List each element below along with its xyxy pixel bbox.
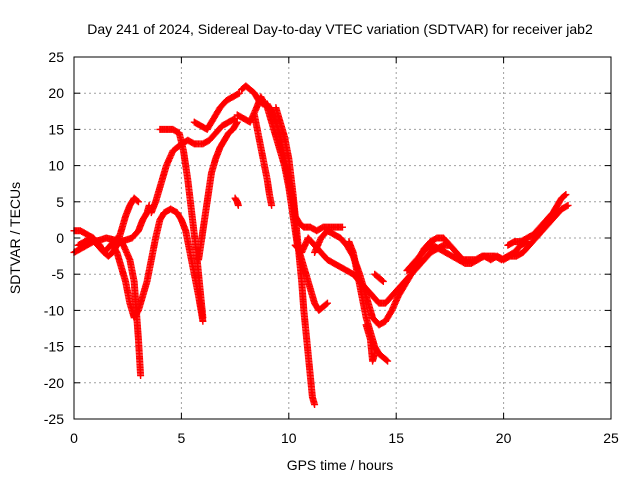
series-arc-13	[272, 104, 319, 409]
plus-marker	[383, 356, 391, 364]
data-points	[70, 82, 572, 409]
plus-marker	[371, 350, 379, 358]
x-tick-labels: 0 5 10 15 20 25	[70, 430, 619, 446]
plus-marker	[234, 90, 242, 98]
plus-marker	[234, 201, 242, 209]
plus-marker	[384, 357, 392, 365]
plus-marker	[378, 277, 386, 285]
y-tick-label: 20	[48, 85, 64, 101]
x-tick-label: 0	[70, 430, 78, 446]
x-tick-label: 5	[178, 430, 186, 446]
chart-title: Day 241 of 2024, Sidereal Day-to-day VTE…	[87, 21, 593, 37]
x-axis-label: GPS time / hours	[287, 457, 394, 473]
x-tick-label: 25	[603, 430, 619, 446]
y-tick-label: -10	[44, 302, 64, 318]
y-tick-label: 15	[48, 121, 64, 137]
series-arc-5	[147, 115, 239, 217]
series-arc-8	[195, 118, 241, 264]
x-tick-label: 15	[388, 430, 404, 446]
plus-marker	[323, 299, 331, 307]
y-tick-label: -25	[44, 411, 64, 427]
plus-marker	[133, 197, 141, 205]
y-tick-label: -5	[52, 266, 65, 282]
y-tick-label: -20	[44, 375, 64, 391]
y-tick-label: 0	[56, 230, 64, 246]
plus-marker	[134, 198, 142, 206]
plus-marker	[561, 191, 569, 199]
y-tick-label: 5	[56, 194, 64, 210]
y-tick-labels: 25 20 15 10 5 0 -5 -10 -15 -20 -25	[44, 49, 64, 427]
plus-marker	[563, 202, 571, 210]
plus-marker	[322, 300, 330, 308]
y-axis-label: SDTVAR / TECUs	[7, 182, 23, 294]
plus-marker	[339, 223, 346, 231]
plus-marker	[137, 372, 145, 380]
plus-marker	[562, 191, 570, 199]
y-tick-label: 25	[48, 49, 64, 65]
y-tick-label: -15	[44, 339, 64, 355]
series-arc-12	[250, 111, 276, 209]
x-tick-label: 20	[496, 430, 512, 446]
plus-marker	[199, 314, 207, 322]
series-arc-17	[362, 321, 379, 365]
plus-marker	[311, 401, 319, 409]
plus-marker	[233, 119, 241, 127]
series-arc-19	[403, 201, 572, 275]
series-arc-9	[231, 194, 242, 209]
plus-marker	[564, 201, 572, 209]
series-arc-7	[190, 89, 243, 133]
plus-marker	[235, 89, 243, 97]
x-tick-label: 10	[281, 430, 297, 446]
series-arc-15	[311, 227, 531, 329]
plus-marker	[379, 277, 387, 285]
plus-marker	[233, 118, 241, 126]
plus-marker	[268, 201, 276, 209]
axis-ticks	[73, 56, 612, 420]
series-arc-20	[504, 191, 570, 249]
series-arc-18	[371, 270, 387, 285]
y-tick-label: 10	[48, 158, 64, 174]
grid-lines	[74, 57, 611, 419]
